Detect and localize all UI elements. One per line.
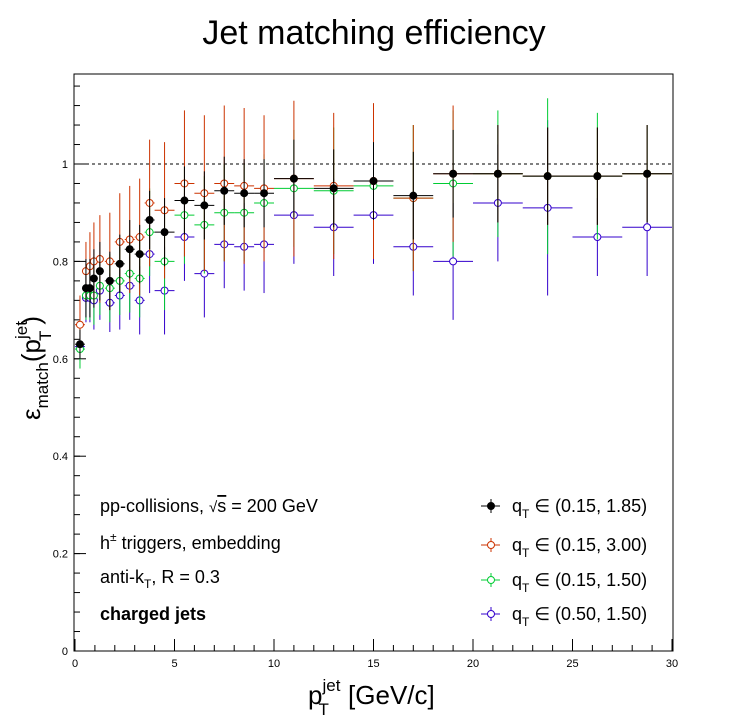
y-tick-label: 1 [62, 159, 68, 171]
y-tick-label: 0.8 [53, 256, 68, 268]
data-point [260, 189, 269, 198]
y-tick-label: 0.2 [53, 549, 68, 561]
legend-label-part: q [512, 496, 522, 516]
y-axis: 0 0.2 0.4 0.6 0.8 1 [53, 85, 86, 658]
x-axis-label-suffix: [GeV/c] [341, 680, 435, 710]
data-point [105, 276, 114, 285]
x-tick-label: 30 [666, 658, 678, 670]
legend-label: qT ∈ (0.15, 1.85) [512, 496, 647, 521]
data-point [95, 267, 104, 276]
data-point [543, 172, 552, 181]
annotation-jet-algorithm: anti-kT, R = 0.3 [100, 567, 220, 591]
legend-label-part: q [512, 535, 522, 555]
data-point [200, 201, 209, 210]
annotation-sup: ± [110, 530, 117, 544]
legend-label-part: ∈ (0.15, 1.50) [529, 570, 647, 590]
x-axis-label: pjet T [GeV/c] [308, 676, 435, 719]
legend-entry: qT ∈ (0.50, 1.50) [481, 604, 647, 629]
y-tick-label: 0.4 [53, 451, 68, 463]
annotation-charged-jets: charged jets [100, 604, 206, 624]
legend-label-part: ∈ (0.15, 1.85) [529, 496, 647, 516]
legend-label-sub: T [522, 615, 530, 629]
x-tick-label: 5 [171, 658, 177, 670]
annotation-part: triggers, embedding [117, 533, 281, 553]
data-point [85, 284, 94, 293]
chart-title: Jet matching efficiency [202, 14, 545, 52]
x-tick-label: 15 [367, 658, 379, 670]
legend-entry: qT ∈ (0.15, 1.50) [481, 570, 647, 595]
data-point [449, 169, 458, 178]
data-point [369, 177, 378, 186]
annotation-part: = 200 GeV [226, 496, 318, 516]
legend-label-part: q [512, 570, 522, 590]
data-point [160, 228, 169, 237]
x-axis: 0 5 10 15 20 25 30 [72, 639, 678, 670]
annotation-part: pp-collisions, [100, 496, 209, 516]
annotation-sub: T [144, 577, 152, 591]
legend: qT ∈ (0.15, 1.85)qT ∈ (0.15, 3.00)qT ∈ (… [481, 496, 647, 629]
x-tick-label: 20 [467, 658, 479, 670]
annotation-triggers: h± triggers, embedding [100, 530, 281, 553]
x-axis-label-sub: T [318, 700, 328, 719]
data-point [75, 340, 84, 349]
data-point [135, 250, 144, 259]
legend-marker [487, 610, 495, 618]
legend-label-sub: T [522, 581, 530, 595]
data-point [493, 169, 502, 178]
y-axis-label: εmatch(pjet T) [12, 316, 55, 420]
data-point [180, 196, 189, 205]
data-point [145, 216, 154, 225]
y-tick-label: 0 [62, 646, 68, 658]
data-point [643, 169, 652, 178]
annotation-part: h [100, 533, 110, 553]
annotation-sqrt-sign: √ [209, 499, 218, 516]
y-axis-label-base: ε [16, 408, 46, 420]
legend-label: qT ∈ (0.15, 3.00) [512, 535, 647, 560]
legend-label-part: ∈ (0.50, 1.50) [529, 604, 647, 624]
data-point [125, 245, 134, 254]
data-point [329, 184, 338, 193]
annotation-sqrt-arg: s [217, 496, 226, 516]
legend-label: qT ∈ (0.50, 1.50) [512, 604, 647, 629]
legend-entry: qT ∈ (0.15, 3.00) [481, 535, 647, 560]
x-axis-label-sup: jet [321, 676, 340, 695]
annotation-collision-system: pp-collisions, √s = 200 GeV [100, 496, 318, 516]
data-point [409, 191, 418, 200]
data-point [449, 257, 458, 266]
legend-entry: qT ∈ (0.15, 1.85) [481, 496, 647, 521]
legend-label: qT ∈ (0.15, 1.50) [512, 570, 647, 595]
data-point [643, 223, 652, 232]
data-point [240, 189, 249, 198]
data-point [593, 172, 602, 181]
y-axis-label-sup: jet [12, 321, 31, 340]
x-tick-label: 25 [566, 658, 578, 670]
y-axis-label-close: ) [16, 316, 46, 325]
y-tick-label: 0.6 [53, 354, 68, 366]
x-tick-label: 10 [268, 658, 280, 670]
y-axis-label-sub: match [33, 362, 52, 408]
legend-label-sub: T [522, 507, 530, 521]
y-axis-label-sub2: T [36, 331, 55, 341]
annotation-part: anti-k [100, 567, 145, 587]
series-layer [75, 98, 672, 369]
data-point [289, 174, 298, 183]
y-axis-label-open: (p [16, 339, 46, 362]
legend-marker [487, 541, 495, 549]
legend-label-part: ∈ (0.15, 3.00) [529, 535, 647, 555]
x-tick-label: 0 [72, 658, 78, 670]
data-point [220, 186, 229, 195]
legend-label-sub: T [522, 546, 530, 560]
legend-marker [487, 576, 495, 584]
legend-marker [487, 502, 495, 510]
data-point [75, 320, 84, 329]
data-point [115, 259, 124, 268]
series-0 [75, 125, 672, 359]
data-point [89, 274, 98, 283]
x-axis-label-base: p [308, 680, 322, 710]
legend-label-part: q [512, 604, 522, 624]
annotation-part: , R = 0.3 [151, 567, 220, 587]
